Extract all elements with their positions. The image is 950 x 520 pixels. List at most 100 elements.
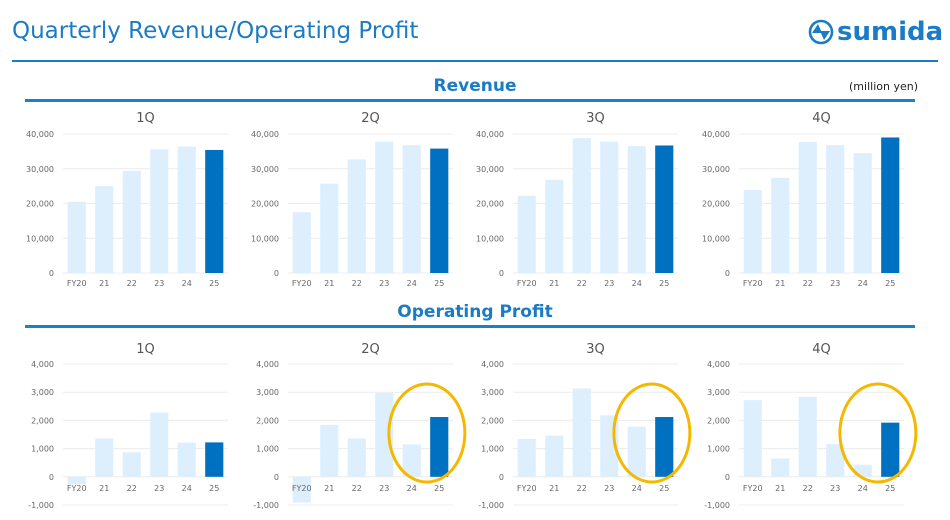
revenue-section-divider <box>25 99 915 102</box>
chart-title: 4Q <box>812 342 831 357</box>
chart-title: 1Q <box>136 111 155 126</box>
x-tick-label: 24 <box>858 279 868 288</box>
x-tick-label: 21 <box>324 279 334 288</box>
logo-wordmark: sumida <box>837 17 944 47</box>
y-tick-label: 0 <box>49 269 54 278</box>
x-tick-label: 22 <box>127 279 137 288</box>
y-tick-label: 3,000 <box>31 388 54 397</box>
y-tick-label: 40,000 <box>702 130 730 139</box>
bar-25 <box>881 137 900 273</box>
chart-title: 3Q <box>586 342 605 357</box>
bar-fy20 <box>743 189 762 273</box>
y-tick-label: 0 <box>499 473 504 482</box>
y-tick-label: 0 <box>499 269 504 278</box>
bar-22 <box>572 388 591 477</box>
bar-24 <box>627 146 646 273</box>
y-tick-label: 3,000 <box>707 388 730 397</box>
x-tick-label: FY20 <box>743 279 763 288</box>
y-tick-label: 2,000 <box>481 416 504 425</box>
bar-22 <box>122 452 141 477</box>
y-tick-label: 1,000 <box>481 445 504 454</box>
bar-fy20 <box>517 195 536 273</box>
x-tick-label: FY20 <box>67 484 87 493</box>
op-section-title: Operating Profit <box>397 302 553 322</box>
x-tick-label: 23 <box>154 279 164 288</box>
op-chart-1q: 1Q -1,000 0 1,000 2,000 3,000 4,000 FY20 21 22 23 2… <box>28 342 228 510</box>
x-tick-label: 23 <box>154 484 164 493</box>
x-tick-label: FY20 <box>292 484 312 493</box>
y-tick-label: -1,000 <box>253 501 279 510</box>
highlight-circle <box>838 382 918 484</box>
y-tick-label: 40,000 <box>476 130 504 139</box>
bar-23 <box>375 141 394 273</box>
bar-21 <box>320 424 339 477</box>
bar-23 <box>375 392 394 477</box>
revenue-chart-4q: 4Q 0 10,000 20,000 30,000 40,000 FY20 21 22 23 24 2… <box>702 111 904 288</box>
bar-21 <box>95 186 114 273</box>
x-tick-label: 23 <box>830 279 840 288</box>
y-tick-label: 30,000 <box>476 165 504 174</box>
y-tick-label: 0 <box>725 269 730 278</box>
bar-25 <box>430 148 449 273</box>
x-tick-label: 24 <box>632 279 642 288</box>
x-tick-label: FY20 <box>517 484 537 493</box>
y-tick-label: 40,000 <box>251 130 279 139</box>
unit-label: (million yen) <box>849 80 918 93</box>
chart-title: 2Q <box>361 111 380 126</box>
page-title: Quarterly Revenue/Operating Profit <box>12 18 419 44</box>
y-tick-label: 4,000 <box>256 360 279 369</box>
bar-25 <box>205 442 224 477</box>
op-chart-4q: 4Q -1,000 0 1,000 2,000 3,000 4,000 FY20 21 22 23 2… <box>704 342 918 510</box>
x-tick-label: 23 <box>830 484 840 493</box>
bar-21 <box>771 177 790 273</box>
bar-21 <box>545 435 564 477</box>
highlight-circle <box>612 382 692 484</box>
bar-25 <box>655 145 674 273</box>
title-divider <box>12 60 938 62</box>
x-tick-label: 22 <box>803 279 813 288</box>
x-tick-label: FY20 <box>292 279 312 288</box>
y-tick-label: 2,000 <box>31 416 54 425</box>
op-chart-2q: 2Q -1,000 0 1,000 2,000 3,000 4,000 FY20 21 22 23 2… <box>253 342 467 510</box>
bar-24 <box>627 426 646 477</box>
y-tick-label: 2,000 <box>256 416 279 425</box>
y-tick-label: 10,000 <box>251 234 279 243</box>
chart-title: 1Q <box>136 342 155 357</box>
bar-25 <box>430 417 449 477</box>
bar-24 <box>853 153 872 273</box>
bar-24 <box>402 444 421 477</box>
y-tick-label: 4,000 <box>707 360 730 369</box>
bar-25 <box>655 417 674 477</box>
y-tick-label: 10,000 <box>26 234 54 243</box>
bar-22 <box>347 438 366 477</box>
x-tick-label: 22 <box>127 484 137 493</box>
x-tick-label: 25 <box>659 484 669 493</box>
x-tick-label: 21 <box>775 484 785 493</box>
bar-21 <box>95 438 114 477</box>
x-tick-label: 25 <box>885 484 895 493</box>
y-tick-label: 0 <box>274 269 279 278</box>
bar-fy20 <box>292 212 311 273</box>
bar-22 <box>572 138 591 273</box>
x-tick-label: 22 <box>352 279 362 288</box>
x-tick-label: 24 <box>407 484 417 493</box>
y-tick-label: 30,000 <box>251 165 279 174</box>
y-tick-label: 20,000 <box>476 200 504 209</box>
bar-23 <box>150 149 169 273</box>
x-tick-label: 22 <box>577 484 587 493</box>
x-tick-label: 23 <box>604 484 614 493</box>
x-tick-label: 24 <box>182 484 192 493</box>
x-tick-label: 22 <box>577 279 587 288</box>
bar-22 <box>347 159 366 273</box>
x-tick-label: FY20 <box>67 279 87 288</box>
bar-21 <box>771 458 790 477</box>
y-tick-label: 10,000 <box>702 234 730 243</box>
y-tick-label: 0 <box>725 473 730 482</box>
op-chart-3q: 3Q -1,000 0 1,000 2,000 3,000 4,000 FY20 21 22 23 2… <box>478 342 692 510</box>
x-tick-label: FY20 <box>517 279 537 288</box>
bar-22 <box>798 141 817 273</box>
y-tick-label: 0 <box>49 473 54 482</box>
y-tick-label: 40,000 <box>26 130 54 139</box>
chart-title: 2Q <box>361 342 380 357</box>
bar-fy20 <box>67 201 86 273</box>
